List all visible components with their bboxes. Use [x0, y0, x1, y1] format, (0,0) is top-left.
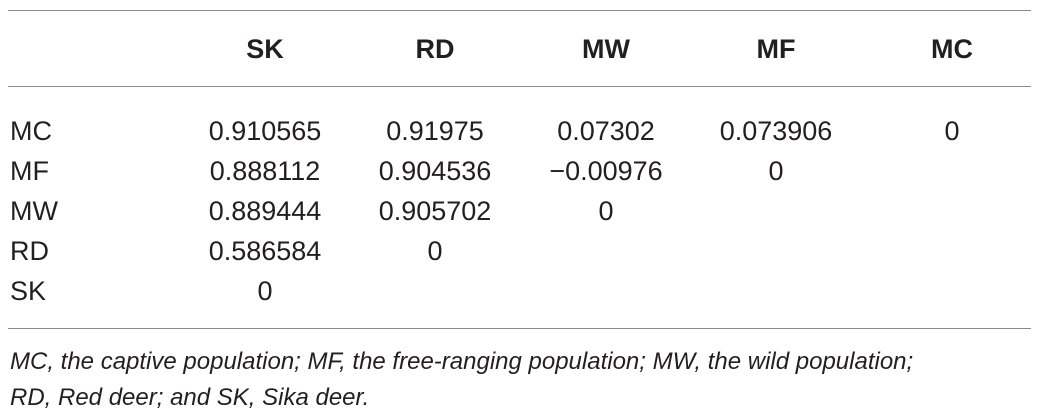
- table-bottom-rule: [8, 328, 1031, 329]
- table-cell: 0.91975: [386, 116, 484, 146]
- row-label-mf: MF: [10, 156, 49, 186]
- table-cell: 0: [257, 276, 273, 306]
- table-cell: 0.073906: [719, 116, 833, 146]
- row-label-mc: MC: [10, 116, 52, 146]
- column-header-mf: MF: [756, 34, 796, 64]
- row-label-sk: SK: [10, 276, 47, 306]
- table-cell: 0: [944, 116, 960, 146]
- table-cell: 0.888112: [209, 156, 321, 186]
- column-header-rd: RD: [415, 34, 455, 64]
- table-top-rule: [8, 10, 1031, 11]
- table-cell: 0.904536: [378, 156, 492, 186]
- table-cell: 0: [768, 156, 784, 186]
- column-header-mc: MC: [931, 34, 973, 64]
- column-header-sk: SK: [246, 34, 284, 64]
- table-cell: 0.889444: [208, 196, 322, 226]
- column-header-mw: MW: [582, 34, 630, 64]
- table-header-rule: [8, 86, 1031, 87]
- table-cell: 0: [427, 236, 443, 266]
- table-cell: 0.07302: [557, 116, 655, 146]
- row-label-mw: MW: [10, 196, 58, 226]
- table-cell: 0: [598, 196, 614, 226]
- table-footnote-line-2: RD, Red deer; and SK, Sika deer.: [10, 384, 370, 411]
- table-cell: 0.586584: [208, 236, 322, 266]
- table-cell: 0.905702: [378, 196, 492, 226]
- table-cell: 0.910565: [208, 116, 322, 146]
- table-footnote-line-1: MC, the captive population; MF, the free…: [10, 348, 914, 375]
- row-label-rd: RD: [10, 236, 49, 266]
- table-cell: −0.00976: [549, 156, 663, 186]
